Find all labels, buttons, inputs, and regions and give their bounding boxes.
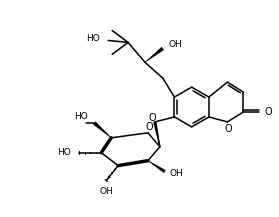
Text: HO: HO: [74, 112, 88, 122]
Text: O: O: [264, 107, 272, 117]
Polygon shape: [93, 122, 111, 138]
Polygon shape: [153, 122, 160, 147]
Polygon shape: [145, 47, 164, 62]
Text: HO: HO: [86, 34, 100, 43]
Text: HO: HO: [57, 148, 70, 157]
Text: OH: OH: [99, 187, 113, 196]
Text: OH: OH: [170, 169, 184, 178]
Polygon shape: [148, 160, 166, 173]
Text: O: O: [145, 122, 153, 132]
Text: O: O: [148, 113, 156, 123]
Text: OH: OH: [169, 40, 182, 49]
Text: O: O: [225, 124, 232, 134]
